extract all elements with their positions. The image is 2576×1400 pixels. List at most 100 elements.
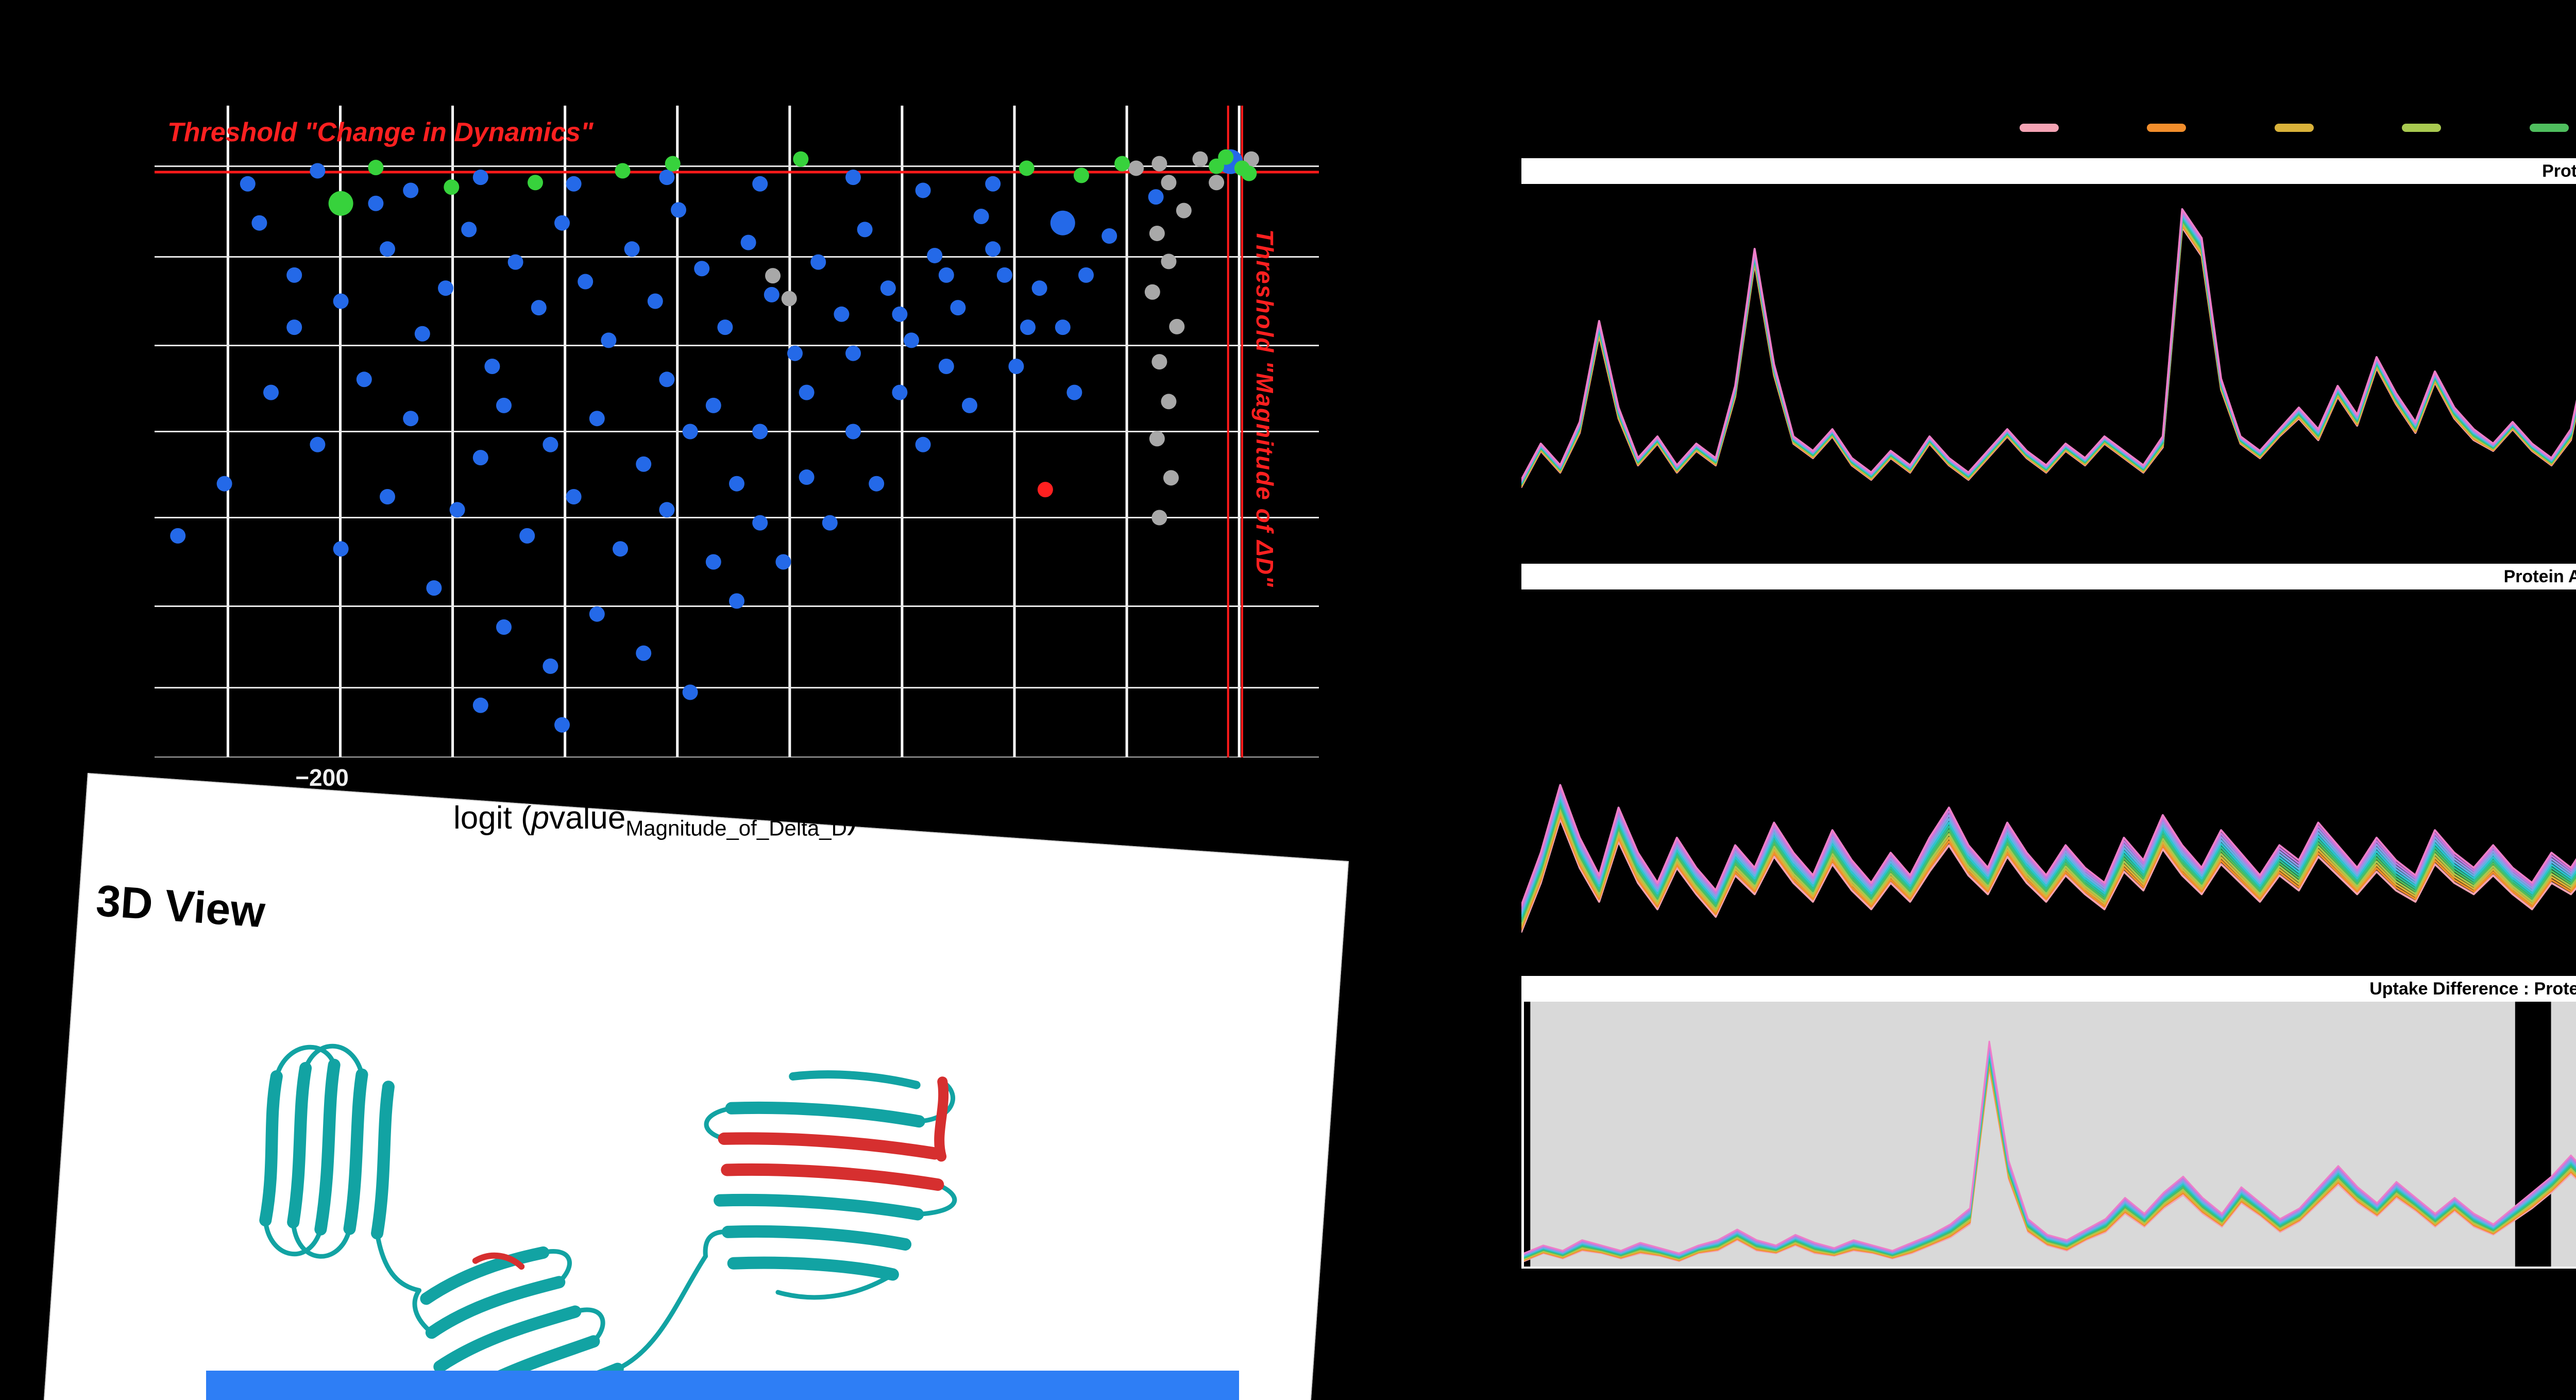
blue-point[interactable]: [240, 176, 256, 192]
blue-point[interactable]: [904, 332, 919, 348]
gray-point[interactable]: [1192, 151, 1208, 167]
uptake-series-line[interactable]: [1524, 1045, 2576, 1260]
uptake-chart-protein-a[interactable]: [1521, 184, 2576, 545]
blue-point[interactable]: [1020, 319, 1036, 335]
blue-point[interactable]: [973, 209, 989, 225]
blue-point[interactable]: [647, 293, 663, 309]
green-point[interactable]: [615, 163, 631, 179]
gray-point[interactable]: [1151, 156, 1167, 172]
blue-point[interactable]: [519, 528, 535, 544]
blue-point[interactable]: [845, 424, 861, 440]
blue-point[interactable]: [659, 372, 675, 387]
gray-point[interactable]: [1151, 354, 1167, 370]
blue-point[interactable]: [613, 541, 628, 557]
gray-point[interactable]: [1161, 254, 1177, 269]
blue-point[interactable]: [216, 476, 232, 492]
uptake-series-line[interactable]: [1524, 1054, 2576, 1263]
uptake-series-line[interactable]: [1521, 626, 2576, 912]
legend-swatch[interactable]: [2529, 124, 2569, 132]
blue-point[interactable]: [1066, 384, 1082, 400]
uptake-series-line[interactable]: [1521, 202, 2576, 481]
blue-point[interactable]: [950, 300, 966, 316]
blue-point[interactable]: [426, 580, 442, 596]
blue-point[interactable]: [1055, 319, 1071, 335]
blue-point[interactable]: [380, 241, 395, 257]
blue-point[interactable]: [1101, 228, 1117, 244]
blue-point[interactable]: [938, 267, 954, 283]
blue-point[interactable]: [729, 593, 744, 609]
blue-point[interactable]: [589, 411, 605, 427]
blue-point[interactable]: [333, 541, 349, 557]
green-point[interactable]: [1114, 156, 1130, 172]
gray-point[interactable]: [1149, 431, 1165, 447]
blue-point[interactable]: [799, 384, 815, 400]
blue-point[interactable]: [985, 241, 1001, 257]
uptake-chart-protein-a-ligand[interactable]: [1521, 589, 2576, 966]
blue-point[interactable]: [892, 306, 908, 322]
green-point[interactable]: [368, 160, 384, 176]
blue-point[interactable]: [775, 554, 791, 570]
blue-point[interactable]: [251, 215, 267, 231]
blue-point[interactable]: [263, 384, 279, 400]
legend-swatch[interactable]: [2020, 124, 2059, 132]
green-point[interactable]: [665, 156, 681, 172]
blue-point[interactable]: [170, 528, 186, 544]
blue-point[interactable]: [636, 456, 652, 472]
green-point[interactable]: [1218, 149, 1234, 165]
blue-point[interactable]: [461, 222, 477, 238]
uptake-difference-chart[interactable]: [1521, 1002, 2576, 1269]
blue-point[interactable]: [810, 254, 826, 270]
gray-point[interactable]: [1161, 394, 1177, 410]
uptake-series-line[interactable]: [1524, 1064, 2576, 1266]
uptake-series-line[interactable]: [1521, 660, 2576, 925]
uptake-series-line[interactable]: [1521, 666, 2576, 928]
blue-point[interactable]: [380, 489, 395, 504]
uptake-series-line[interactable]: [1521, 222, 2576, 498]
3d-view-window[interactable]: 3D View: [40, 773, 1349, 1400]
uptake-series-line[interactable]: [1521, 653, 2576, 922]
blue-point[interactable]: [740, 234, 756, 250]
blue-point[interactable]: [752, 515, 768, 531]
gray-point[interactable]: [1163, 470, 1179, 486]
blue-point[interactable]: [892, 384, 908, 400]
blue-point[interactable]: [682, 424, 698, 440]
blue-point[interactable]: [472, 450, 488, 466]
blue-point[interactable]: [578, 274, 594, 290]
blue-point[interactable]: [566, 176, 582, 192]
blue-point[interactable]: [356, 372, 372, 387]
blue-point[interactable]: [764, 286, 779, 302]
blue-point[interactable]: [915, 182, 931, 198]
volcano-scatter-canvas[interactable]: [155, 106, 1319, 757]
legend-swatch[interactable]: [2147, 124, 2187, 132]
blue-point[interactable]: [310, 436, 326, 452]
blue-point[interactable]: [996, 267, 1012, 283]
blue-point[interactable]: [845, 345, 861, 361]
blue-point[interactable]: [962, 397, 977, 413]
uptake-series-line[interactable]: [1524, 1040, 2576, 1259]
uptake-series-line[interactable]: [1521, 619, 2576, 909]
blue-point[interactable]: [484, 359, 500, 374]
uptake-series-line[interactable]: [1521, 639, 2576, 917]
legend-swatch[interactable]: [2274, 124, 2314, 132]
blue-point[interactable]: [543, 658, 558, 674]
uptake-series-line[interactable]: [1524, 1059, 2576, 1264]
blue-point[interactable]: [636, 645, 652, 661]
blue-point[interactable]: [601, 332, 617, 348]
blue-point[interactable]: [554, 717, 570, 733]
blue-point[interactable]: [566, 489, 582, 504]
uptake-series-line[interactable]: [1521, 673, 2576, 931]
blue-point[interactable]: [752, 176, 768, 192]
blue-point[interactable]: [1078, 267, 1094, 283]
blue-point[interactable]: [857, 222, 873, 238]
volcano-plot-panel[interactable]: Threshold "Change in Dynamics" Threshold…: [155, 106, 1319, 757]
blue-point[interactable]: [659, 502, 675, 518]
blue-point[interactable]: [589, 606, 605, 622]
blue-point[interactable]: [845, 170, 861, 185]
blue-point[interactable]: [403, 182, 419, 198]
uptake-series-line[interactable]: [1521, 680, 2576, 933]
uptake-series-line[interactable]: [1521, 211, 2576, 484]
uptake-series-line[interactable]: [1521, 220, 2576, 487]
gray-point[interactable]: [765, 268, 781, 284]
green-point[interactable]: [1073, 167, 1089, 183]
blue-point[interactable]: [985, 176, 1001, 192]
